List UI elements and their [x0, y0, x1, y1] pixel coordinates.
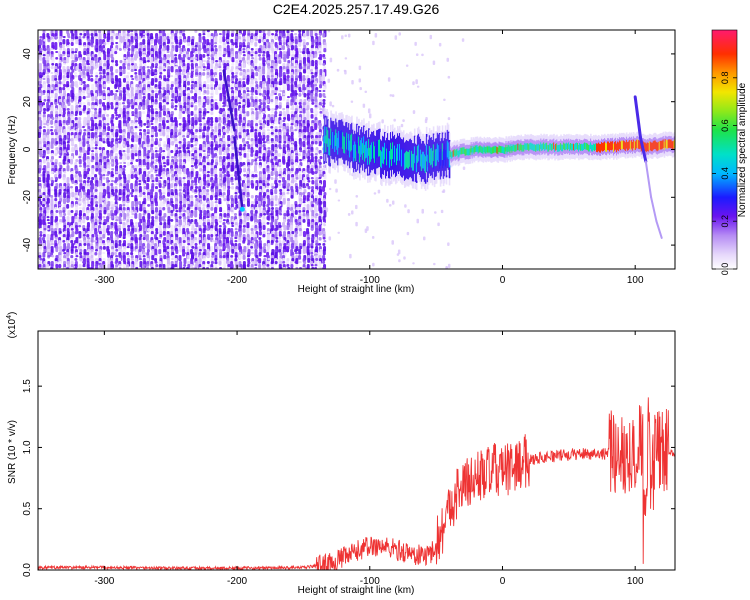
snr-scale-close: ) [7, 312, 18, 315]
colorbar-tick-label: 0.2 [720, 215, 730, 228]
snr-y-axis-label: SNR (10 * v/v) [7, 420, 18, 484]
snr-x-tick-label: 100 [627, 576, 644, 587]
spectrogram-y-axis-label: Frequency (Hz) [7, 116, 18, 185]
spectrogram-streak [233, 136, 244, 211]
spectrogram-signal-band [323, 108, 675, 191]
spectrogram-y-tick-label: 0 [22, 146, 33, 152]
spectrogram-x-axis-label: Height of straight line (km) [298, 284, 415, 295]
colorbar-ticks: 0.0 0.2 0.4 0.6 0.8 [712, 72, 737, 276]
spectrogram-tail [644, 160, 653, 199]
spectrogram-y-tick-label: -40 [22, 237, 33, 252]
spectrogram-x-tick-label: 0 [500, 275, 506, 286]
snr-scale-prefix: (x10 [7, 318, 18, 338]
colorbar-tick-label: 0.0 [720, 263, 730, 276]
colorbar-gradient [711, 29, 738, 270]
colorbar-tick-label: 0.6 [720, 119, 730, 132]
snr-y-tick-label: 1.5 [22, 379, 33, 393]
snr-x-tick-label: -300 [94, 576, 114, 587]
snr-panel: -300 -200 -100 0 100 0.0 0.5 1.0 1.5 Height of s… [6, 312, 676, 596]
colorbar: 0.0 0.2 0.4 0.6 0.8 Normalized spectral ampl… [711, 29, 748, 276]
snr-x-axis-label: Height of straight line (km) [298, 585, 415, 596]
spectrogram-y-tick-label: 40 [22, 48, 33, 60]
snr-y-tick-label: 0.5 [22, 501, 33, 515]
snr-line [38, 397, 675, 570]
figure-title: C2E4.2025.257.17.49.G26 [273, 1, 440, 17]
snr-scale-exponent: 4 [6, 315, 13, 319]
colorbar-tick-label: 0.8 [720, 72, 730, 85]
spectrogram-x-tick-label: -100 [360, 275, 380, 286]
colorbar-tick-label: 0.4 [720, 167, 730, 180]
spectrogram-streak-end [239, 206, 245, 212]
spectrogram-image [38, 30, 675, 269]
snr-frame [37, 330, 676, 571]
snr-background [38, 331, 675, 570]
spectrogram-tail [638, 136, 648, 163]
spectrogram-y-tick-label: -20 [22, 190, 33, 205]
spectrogram-noise [38, 30, 466, 269]
spectrogram-x-tick-label: 100 [627, 275, 644, 286]
snr-y-tick-label: 0.0 [22, 563, 33, 577]
spectrogram-y-tick-label: 20 [22, 96, 33, 108]
spectrogram-tail [650, 196, 658, 223]
colorbar-label: Normalized spectral amplitude [737, 82, 748, 217]
snr-scale-label: (x104) [6, 312, 18, 339]
snr-x-tick-label: -100 [360, 576, 380, 587]
spectrogram-tail [633, 95, 642, 140]
snr-plot-area [38, 397, 675, 570]
snr-x-tick-label: -200 [227, 576, 247, 587]
spectrogram-x-tick-label: -300 [94, 275, 114, 286]
snr-x-tick-label: 0 [500, 576, 506, 587]
spectrogram-x-tick-label: -200 [227, 275, 247, 286]
spectrogram-streak [222, 69, 236, 132]
snr-y-tick-label: 1.0 [22, 440, 33, 454]
spectrogram-tail [655, 220, 663, 239]
snr-ticks: -300 -200 -100 0 100 0.0 0.5 1.0 1.5 [22, 331, 675, 587]
